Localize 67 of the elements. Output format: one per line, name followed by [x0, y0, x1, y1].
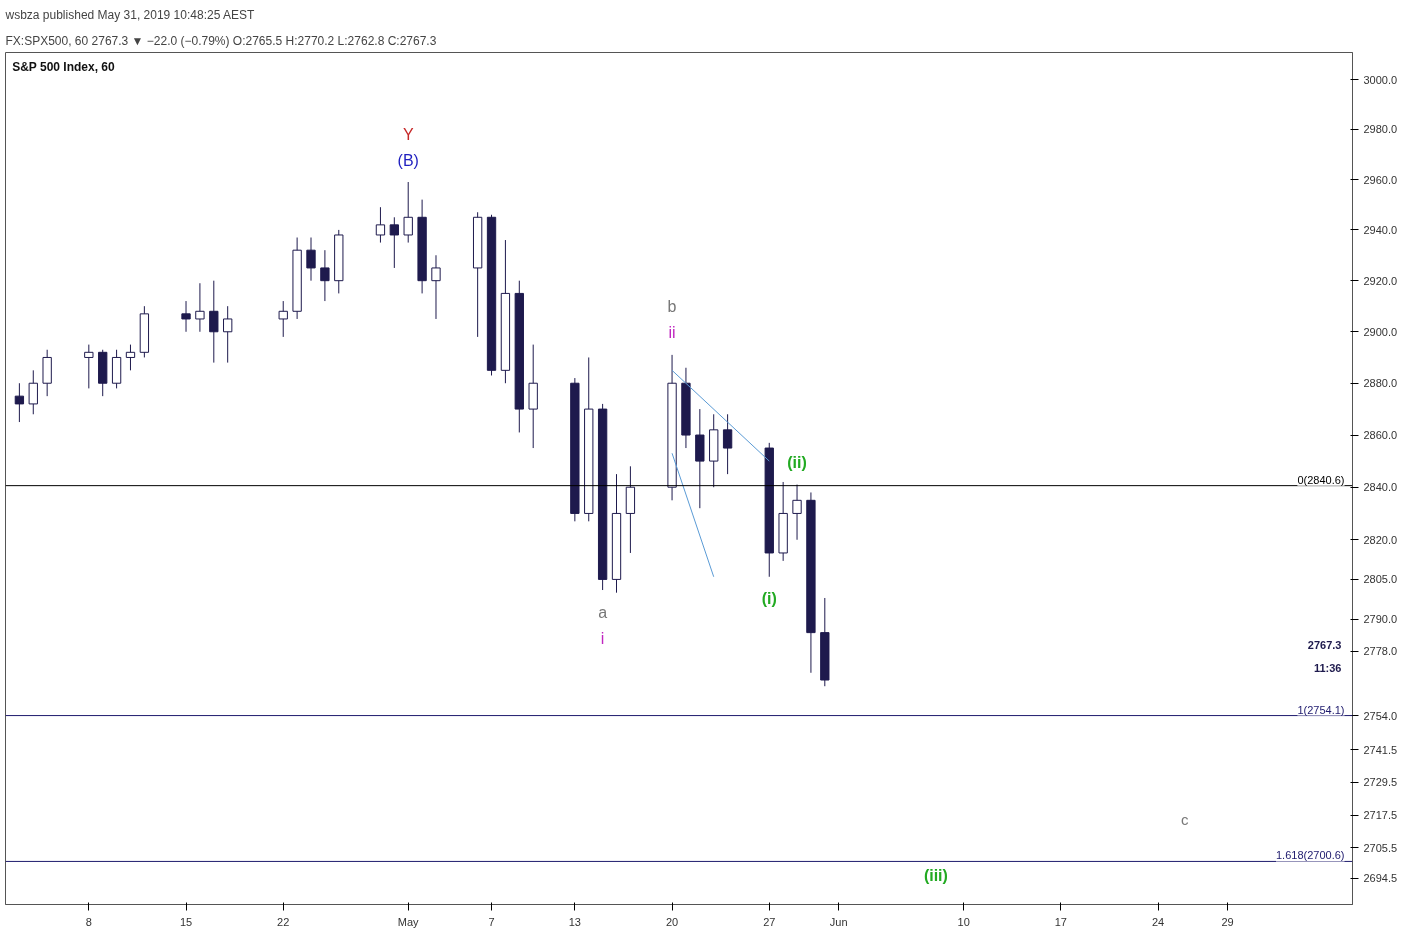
- annotation: b: [667, 298, 677, 316]
- candlestick: [278, 300, 288, 338]
- candlestick: [431, 254, 441, 320]
- y-tick-label: 2754.0: [1363, 709, 1398, 722]
- annotation: ii: [668, 324, 676, 342]
- y-tick-label: 2694.5: [1363, 872, 1398, 885]
- y-tick-label: 2880.0: [1363, 377, 1398, 390]
- y-tick-label: 2920.0: [1363, 274, 1398, 287]
- annotation: Y: [402, 125, 414, 143]
- annotation: c: [1180, 810, 1189, 828]
- ref-line-label: 0(2840.6): [1297, 473, 1345, 486]
- candlestick: [209, 280, 219, 364]
- annotation: (i): [761, 590, 777, 608]
- y-tick-label: 2717.5: [1363, 809, 1398, 822]
- x-tick-label: 15: [179, 915, 193, 928]
- y-tick-label: 2790.0: [1363, 613, 1398, 626]
- ref-line-label: 1.618(2700.6): [1276, 849, 1345, 862]
- x-tick-label: 8: [85, 915, 92, 928]
- candlestick: [28, 369, 38, 415]
- annotation: (iii): [923, 866, 948, 884]
- candlestick: [389, 216, 399, 269]
- candlestick: [14, 382, 25, 423]
- candlestick: [195, 282, 205, 333]
- y-tick-label: 2778.0: [1363, 645, 1398, 658]
- y-tick-label: 2900.0: [1363, 325, 1398, 338]
- x-tick-label: 24: [1151, 915, 1165, 928]
- annotation: (ii): [787, 454, 807, 472]
- candlestick: [223, 305, 233, 364]
- candlestick: [320, 249, 330, 302]
- candlestick: [375, 206, 386, 244]
- x-tick-label: 20: [665, 915, 679, 928]
- candlestick: [792, 484, 802, 541]
- x-tick-label: 10: [957, 915, 970, 928]
- y-tick-label: 2940.0: [1363, 223, 1398, 236]
- x-tick-label: 27: [763, 915, 776, 928]
- y-tick-label: 2820.0: [1363, 533, 1398, 546]
- y-tick-label: 2805.0: [1363, 573, 1398, 586]
- annotation: a: [598, 603, 608, 621]
- ref-line-label: 1(2754.1): [1297, 703, 1345, 716]
- candlestick: [403, 181, 413, 244]
- annotation: i: [600, 629, 605, 647]
- candlestick: [306, 237, 316, 282]
- y-tick-label: 3000.0: [1363, 73, 1398, 86]
- annotation: 2767.3: [1307, 638, 1342, 651]
- annotation: 11:36: [1313, 662, 1342, 675]
- chart-subtitle: FX:SPX500, 60 2767.3 ▼ −22.0 (−0.79%) O:2765.5 H:2770.2 L:2762.8 C:2767.3: [5, 33, 437, 48]
- x-tick-label: 7: [488, 915, 495, 928]
- candlestick: [722, 413, 733, 475]
- candlestick: [181, 300, 191, 333]
- x-tick-label: 17: [1054, 915, 1068, 928]
- y-tick-label: 2729.5: [1363, 776, 1398, 789]
- annotation: (B): [397, 151, 419, 169]
- x-tick-label: 22: [277, 915, 290, 928]
- y-tick-label: 2741.5: [1363, 743, 1398, 756]
- chart-title: wsbza published May 31, 2019 10:48:25 AEST: [4, 7, 255, 22]
- annotation: S&P 500 Index, 60: [12, 59, 116, 74]
- y-tick-label: 2705.5: [1363, 841, 1398, 854]
- x-tick-label: May: [397, 915, 420, 928]
- candlestick: [125, 344, 136, 371]
- x-tick-label: 13: [568, 915, 581, 928]
- y-tick-label: 2860.0: [1363, 429, 1398, 442]
- y-tick-label: 2960.0: [1363, 173, 1398, 186]
- candlestick: [84, 344, 94, 389]
- x-tick-label: Jun: [829, 915, 848, 928]
- y-tick-label: 2840.0: [1363, 481, 1398, 494]
- y-tick-label: 2980.0: [1363, 123, 1398, 136]
- x-tick-label: 29: [1221, 915, 1234, 928]
